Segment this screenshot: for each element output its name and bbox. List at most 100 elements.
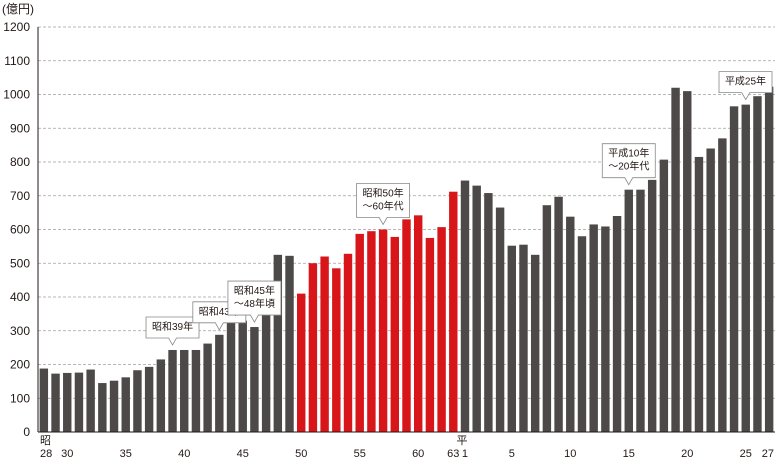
callout-label: 平成25年 (725, 75, 766, 88)
bar-S60 (413, 215, 423, 432)
bar-S38 (156, 359, 166, 432)
bar-S39 (168, 349, 177, 432)
bar-S62 (437, 227, 446, 432)
bar-H15 (624, 189, 633, 432)
bar-S45 (238, 320, 247, 432)
callout-label: 平成10年 (608, 147, 649, 160)
bar-H1 (460, 180, 470, 432)
bar-S28 (39, 368, 49, 432)
annotation-callouts: 昭和39年昭和43年昭和45年～48年頃昭和50年～60年代平成10年～20年代… (145, 71, 773, 346)
x-tick-label: 35 (120, 448, 132, 460)
bar-S36 (133, 370, 142, 432)
bar-H7 (530, 254, 540, 432)
y-tick-label: 900 (10, 121, 30, 135)
bar-S63 (449, 191, 458, 432)
bar-S51 (308, 263, 318, 432)
bar-S50 (297, 293, 306, 432)
callout-pointer (356, 183, 411, 226)
bar-H16 (636, 189, 645, 432)
bar-H6 (519, 244, 528, 432)
bar-H14 (612, 216, 622, 432)
bar-H26 (753, 96, 762, 432)
callout-pointer (601, 143, 656, 186)
x-tick-label: 15 (623, 448, 635, 460)
bar-S44 (226, 322, 236, 432)
callout-box: 平成10年～20年代 (601, 143, 656, 186)
x-tick-label: 50 (295, 448, 307, 460)
bar-H25 (741, 104, 750, 432)
bar-S29 (51, 373, 60, 432)
bar-H2 (472, 185, 481, 432)
y-tick-label: 100 (10, 391, 30, 405)
bar-S55 (355, 233, 364, 432)
era-marker: 昭 (40, 434, 51, 447)
bar-H20 (683, 91, 692, 432)
x-tick-label: 60 (412, 448, 424, 460)
bar-H12 (589, 224, 598, 432)
bar-S59 (402, 219, 411, 432)
x-tick-label: 30 (61, 448, 73, 460)
callout-label: ～60年代 (363, 200, 404, 213)
bar-S54 (343, 253, 353, 432)
bar-H17 (647, 179, 657, 432)
callout-pointer (227, 280, 282, 323)
bar-H19 (671, 87, 680, 432)
callout-label: ～48年頃 (234, 297, 275, 310)
bar-H10 (566, 216, 575, 432)
bar-S49 (285, 255, 294, 432)
callout-label: 昭和45年 (234, 284, 275, 297)
x-tick-label: 20 (681, 448, 693, 460)
y-tick-label: 1000 (3, 88, 30, 102)
callout-label: 昭和39年 (152, 320, 193, 333)
bar-H27 (764, 86, 774, 433)
bar-S61 (425, 237, 435, 432)
callout-box: 平成25年 (718, 71, 773, 101)
callout-box: 昭和39年 (145, 316, 200, 346)
bar-S56 (367, 231, 376, 432)
x-tick-label: 27 (762, 448, 774, 460)
callout-box: 昭和45年～48年頃 (227, 280, 282, 323)
y-tick-label: 400 (10, 290, 30, 304)
bar-S30 (63, 372, 72, 432)
x-tick-label: 25 (740, 448, 752, 460)
era-marker: 平 (456, 435, 467, 447)
bar-S41 (191, 349, 201, 432)
bar-H23 (718, 138, 727, 432)
bar-S35 (121, 377, 130, 432)
x-tick-label: 5 (509, 448, 515, 460)
bar-S47 (261, 313, 271, 432)
bar-S42 (203, 343, 212, 432)
y-tick-label: 200 (10, 358, 30, 372)
y-tick-label: 500 (10, 256, 30, 270)
bar-H18 (659, 159, 669, 432)
y-tick-label: 1100 (4, 54, 30, 68)
bar-S43 (215, 334, 224, 432)
x-tick-label: 1 (462, 448, 468, 460)
y-tick-label: 600 (10, 223, 30, 237)
x-tick-label: 55 (354, 448, 366, 460)
bar-H21 (694, 156, 704, 432)
bar-H8 (542, 205, 552, 432)
bar-S57 (378, 229, 388, 432)
bar-S33 (98, 383, 107, 432)
bar-H24 (729, 106, 739, 432)
x-tick-label: 45 (237, 448, 249, 460)
y-tick-label: 800 (10, 155, 30, 169)
y-tick-label: 1200 (3, 20, 30, 34)
bar-H4 (495, 207, 505, 432)
x-tick-label: 63 (447, 448, 459, 460)
x-axis-ticks: 28 30 35 40 45 50 55 60 63 1 5 10 15 20 25 27昭平 (40, 434, 774, 460)
bar-H22 (706, 148, 715, 432)
bar-H11 (577, 236, 587, 432)
callout-pointer (718, 71, 773, 101)
bar-S37 (144, 366, 154, 432)
callout-box: 昭和50年～60年代 (356, 183, 411, 226)
bar-S48 (273, 254, 283, 432)
x-tick-label: 10 (564, 448, 576, 460)
bar-H3 (484, 193, 493, 432)
x-tick-label: 40 (178, 448, 190, 460)
x-tick-label: 28 (40, 448, 52, 460)
y-tick-label: 0 (23, 425, 30, 439)
bar-S32 (86, 369, 95, 432)
